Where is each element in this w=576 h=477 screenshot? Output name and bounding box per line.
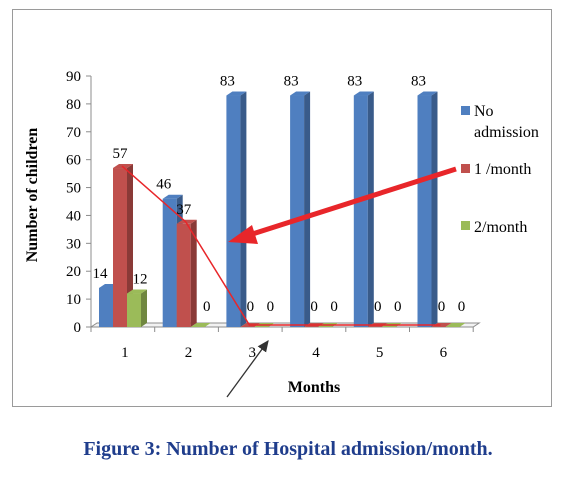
legend-label-2-month: 2/month [474, 219, 527, 236]
data-label: 83 [220, 74, 235, 90]
legend-swatch-2-month [461, 221, 470, 230]
bar-front [417, 95, 432, 328]
bar-top [417, 91, 438, 96]
x-tick-label: 4 [312, 345, 320, 361]
bar-front [127, 293, 141, 327]
x-tick-label: 5 [376, 345, 384, 361]
bar-zero-cap [445, 323, 466, 327]
data-label: 12 [133, 272, 148, 288]
data-label: 0 [374, 299, 382, 315]
y-tick-label: 50 [66, 181, 81, 197]
data-label: 83 [284, 74, 299, 90]
bar-2-1 [113, 164, 133, 327]
red-arrow-head [228, 225, 258, 244]
bar-side [190, 219, 197, 327]
bar-front [290, 95, 305, 328]
y-tick-label: 0 [74, 320, 82, 336]
bar-top [353, 91, 374, 96]
bar-side [367, 91, 374, 328]
bar-3-1 [127, 289, 147, 327]
data-label: 0 [267, 299, 275, 315]
bar-side [240, 91, 247, 328]
y-tick-label: 40 [66, 208, 81, 224]
data-label: 0 [394, 299, 402, 315]
bar-2-2 [176, 219, 197, 327]
y-axis-title: Number of children [24, 128, 41, 263]
bar-top [176, 219, 197, 224]
bar-1-3 [226, 91, 247, 328]
bar-side [431, 91, 438, 328]
bar-top [127, 289, 147, 294]
x-tick-label: 1 [121, 345, 129, 361]
bar-top [162, 194, 183, 199]
y-tick-label: 80 [66, 97, 81, 113]
bar-front [113, 168, 127, 327]
x-tick-label: 6 [440, 345, 448, 361]
data-label: 0 [330, 299, 338, 315]
data-label: 83 [411, 74, 426, 90]
y-tick-label: 20 [66, 264, 81, 280]
data-label: 83 [347, 74, 362, 90]
bar-front [176, 223, 191, 327]
black-arrow [226, 339, 269, 398]
y-tick-label: 60 [66, 153, 81, 169]
data-label: 0 [438, 299, 446, 315]
data-label: 46 [156, 177, 172, 193]
chart-frame: 0 10 20 30 40 50 60 70 80 90 1 2 3 4 5 6 14 46 83 83 83 83 57… [12, 9, 552, 407]
data-label: 37 [176, 202, 192, 218]
y-tick-label: 10 [66, 292, 81, 308]
legend-swatch-1-month [461, 164, 470, 173]
bar-1-5 [353, 91, 374, 328]
y-tick-label: 90 [66, 69, 81, 85]
legend: No admission 1 /month 2/month [461, 103, 539, 236]
bar-top [290, 91, 311, 96]
bar-top [226, 91, 247, 96]
bar-3-6 [445, 323, 466, 327]
data-label: 57 [113, 146, 129, 162]
x-tick-label: 2 [185, 345, 193, 361]
bar-3-2 [190, 323, 211, 327]
bar-zero-cap [431, 323, 452, 327]
bar-zero-cap [190, 323, 211, 327]
x-axis-title: Months [288, 379, 340, 396]
data-label: 14 [93, 266, 109, 282]
data-label: 0 [310, 299, 318, 315]
legend-label-no-line1: No [474, 103, 494, 120]
x-tick-label: 3 [249, 345, 257, 361]
legend-label-1-month: 1 /month [474, 161, 531, 178]
bar-front [353, 95, 368, 328]
trend-line-1-month [121, 165, 441, 326]
bar-side [141, 289, 147, 327]
bar-1-4 [290, 91, 311, 328]
bar-2-6 [431, 323, 452, 327]
bar-front [162, 198, 177, 327]
bar-1-6 [417, 91, 438, 328]
legend-label-no-line2: admission [474, 124, 539, 141]
bar-front [99, 287, 113, 327]
figure-caption: Figure 3: Number of Hospital admission/m… [83, 438, 493, 460]
bar-front [226, 95, 241, 328]
red-arrow-shaft [245, 166, 457, 239]
data-label: 0 [203, 299, 211, 315]
y-tick-label: 30 [66, 236, 81, 252]
bar-side [127, 164, 133, 327]
y-tick-label: 70 [66, 125, 81, 141]
bar-side [304, 91, 311, 328]
legend-swatch-no-admission [461, 106, 470, 115]
data-label: 0 [247, 299, 255, 315]
data-label: 0 [458, 299, 466, 315]
